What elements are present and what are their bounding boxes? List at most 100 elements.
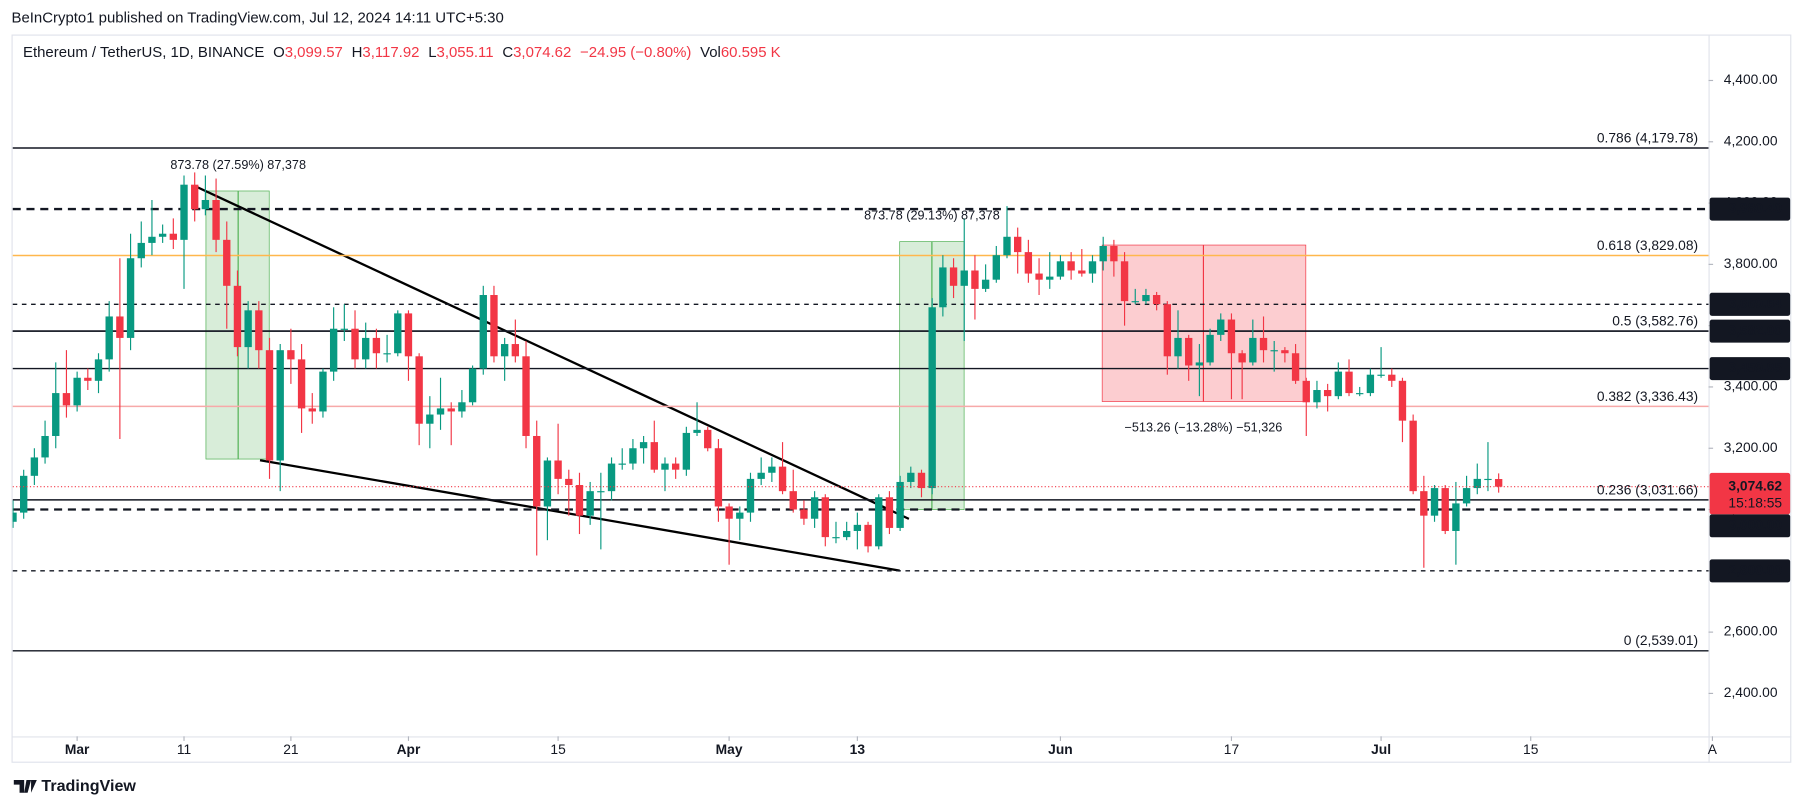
candle-body [308, 408, 316, 412]
candle-body [426, 414, 434, 424]
candle-body [84, 377, 92, 381]
candle-body [1067, 261, 1075, 271]
candle-body [351, 328, 359, 360]
x-tick-label: 15 [1523, 742, 1539, 757]
candle-body [1152, 295, 1161, 305]
measure-label: 873.78 (29.13%) 87,378 [864, 209, 1000, 223]
x-tick-label: Jun [1048, 742, 1073, 757]
fib-label: 0.382 (3,336.43) [1597, 389, 1698, 404]
candle-body [1281, 350, 1289, 354]
x-tick-label: Mar [65, 742, 90, 757]
x-tick-label: May [716, 742, 743, 757]
candle-body [1217, 319, 1225, 335]
fib-label: 0.786 (4,179.78) [1597, 130, 1698, 145]
candle-body [62, 393, 71, 406]
candle-body [244, 310, 252, 348]
candle-body [1206, 334, 1214, 363]
candle-body [714, 448, 723, 507]
candle-body [671, 463, 680, 470]
trend-line [195, 185, 910, 520]
candle-body [693, 429, 701, 433]
candle-body [842, 530, 851, 538]
legend-key: C [502, 44, 513, 61]
price-level-box [1709, 357, 1791, 381]
legend-value: 3,055.11 [437, 44, 494, 61]
candle-body [1185, 337, 1193, 366]
candle-body [415, 356, 423, 424]
legend-value: 3,117.92 [362, 44, 419, 61]
candle-body [1345, 371, 1353, 394]
candle-body [981, 279, 990, 289]
candle-body [575, 485, 584, 516]
candle-body [479, 295, 487, 369]
candle-body [255, 310, 263, 351]
price-level-label: 3,669.64 [1728, 296, 1782, 311]
candle-body [778, 466, 787, 492]
price-level-box [1709, 292, 1791, 316]
legend-key: Vol [700, 44, 721, 61]
candle-body [233, 285, 242, 348]
last-price-box [1709, 472, 1791, 515]
legend-value: 60.595 K [721, 44, 781, 61]
candle-body [319, 371, 327, 412]
candle-body [12, 512, 17, 522]
candle-body [682, 432, 691, 470]
fib-label: 0.236 (3,031.66) [1597, 482, 1698, 497]
y-tick-label: 2,400.00 [1724, 685, 1778, 700]
candles [12, 172, 1503, 568]
candle-body [1110, 245, 1118, 262]
brand-logo: TradingView [13, 777, 136, 795]
candle-body [126, 258, 135, 338]
candle-body [1259, 337, 1268, 351]
x-tick-label: 15 [550, 742, 566, 757]
candle-body [917, 472, 926, 489]
plot [12, 147, 1709, 652]
candle-body [1420, 491, 1428, 516]
candle-body [736, 512, 744, 519]
candle-body [265, 350, 274, 461]
candle-body [1409, 420, 1417, 492]
candle-body [191, 184, 199, 210]
candle-body [1388, 374, 1396, 381]
candle-body [212, 200, 220, 240]
candle-body [832, 537, 840, 539]
candle-body [1195, 362, 1204, 366]
candle-body [1163, 304, 1172, 357]
y-tick-label: 2,600.00 [1724, 624, 1778, 639]
candle-body [436, 408, 445, 415]
candle-body [1014, 236, 1022, 253]
candle-body [468, 368, 477, 403]
candle-body [629, 448, 637, 464]
price-level-label: 3,582.00 [1728, 323, 1782, 338]
y-tick-label: 3,800.00 [1724, 256, 1778, 271]
candle-body [1323, 390, 1332, 397]
symbol-legend: Ethereum / TetherUS, 1D, BINANCE O3,099.… [23, 44, 781, 61]
x-tick-label: 21 [283, 742, 298, 757]
candle-body [1024, 252, 1033, 274]
candle-body [853, 524, 862, 531]
price-level-label: 3,000.00 [1728, 517, 1782, 532]
candle-body [565, 478, 573, 486]
candle-body [1249, 337, 1257, 363]
candle-body [704, 429, 712, 449]
brand: TradingView [41, 777, 136, 795]
candle-body [223, 239, 231, 286]
candle-body [543, 460, 552, 507]
candle-body [297, 359, 306, 409]
candle-body [158, 233, 167, 237]
countdown: 15:18:55 [1728, 496, 1782, 511]
candle-body [404, 313, 413, 357]
candle-body [725, 506, 733, 519]
candle-body [276, 350, 284, 461]
candle-body [1291, 353, 1300, 381]
candle-body [1142, 295, 1150, 302]
price-level-label: 2,800.00 [1728, 562, 1782, 577]
candle-body [1120, 261, 1129, 302]
candle-body [394, 313, 402, 354]
candle-body [73, 377, 81, 406]
candle-body [597, 491, 605, 493]
candle-body [458, 402, 466, 412]
candle-body [1088, 261, 1097, 274]
